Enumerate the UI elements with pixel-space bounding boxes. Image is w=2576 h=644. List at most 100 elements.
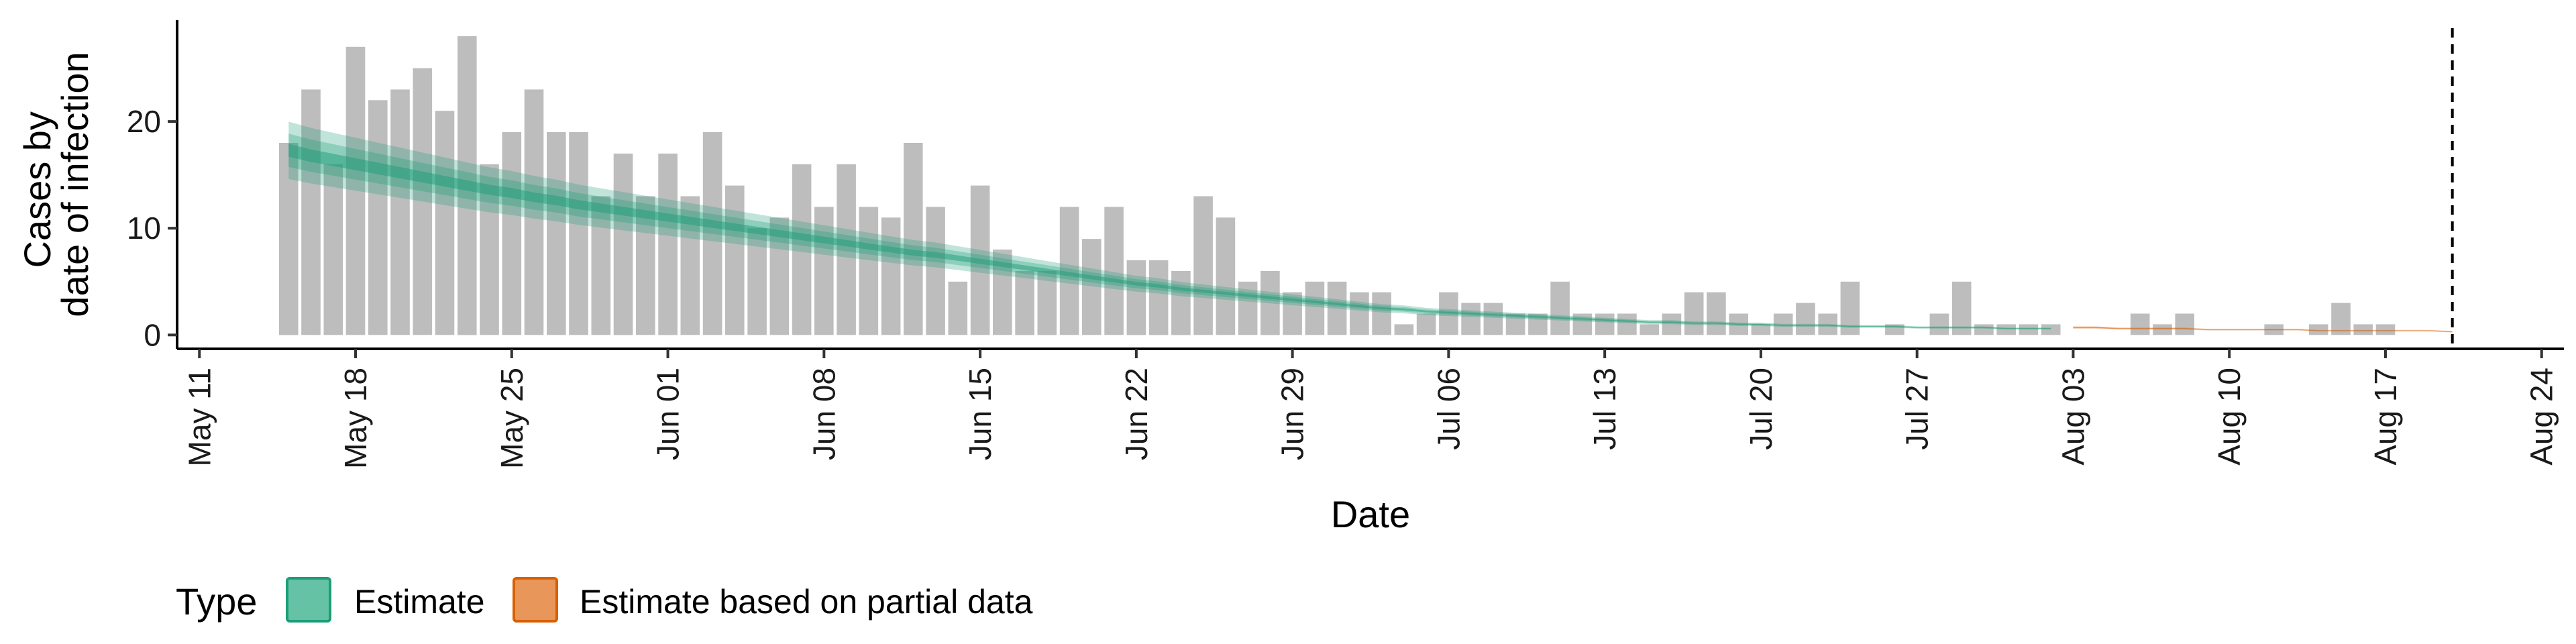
- y-tick-label: 10: [127, 211, 161, 246]
- bar: [413, 68, 433, 335]
- bar: [2353, 324, 2373, 335]
- bar: [1305, 281, 1325, 335]
- y-tick-label: 0: [144, 317, 161, 352]
- x-tick-label: Jun 29: [1275, 368, 1310, 460]
- legend-label-estimate: Estimate: [354, 583, 485, 621]
- bar: [1483, 303, 1503, 335]
- bar: [2308, 324, 2328, 335]
- bar: [2019, 324, 2039, 335]
- bar: [1216, 217, 1236, 335]
- y-ticks: 0 10 20: [127, 104, 177, 352]
- bar: [926, 207, 945, 335]
- y-axis-title: Cases by date of infection: [16, 52, 96, 317]
- partial-estimate-ribbon-20: [2073, 327, 2453, 332]
- bar: [904, 143, 923, 335]
- estimate-series: [288, 121, 2051, 330]
- bar: [569, 132, 588, 335]
- x-tick-label: May 25: [494, 368, 529, 469]
- bar: [1126, 260, 1146, 335]
- legend-swatch-estimate: [286, 577, 331, 623]
- partial-estimate-series: [2073, 326, 2453, 333]
- bar: [1193, 196, 1213, 335]
- bar: [725, 185, 745, 335]
- y-axis-title-line-2: date of infection: [54, 52, 96, 317]
- bar: [837, 164, 856, 335]
- x-tick-label: May 11: [182, 368, 217, 466]
- x-tick-label: Jul 13: [1587, 368, 1622, 450]
- bar: [1640, 324, 1659, 335]
- bar: [1505, 313, 1525, 335]
- bar: [368, 100, 388, 335]
- bar: [1550, 281, 1570, 335]
- bar-series: [279, 36, 2396, 335]
- bar: [435, 111, 455, 335]
- bar: [1885, 324, 1904, 335]
- bar: [948, 281, 968, 335]
- bar: [1996, 324, 2016, 335]
- bar: [301, 89, 321, 335]
- bar: [1372, 292, 1391, 335]
- bar: [1773, 313, 1793, 335]
- bar: [1818, 313, 1837, 335]
- legend-label-partial: Estimate based on partial data: [580, 583, 1033, 621]
- x-tick-label: Aug 03: [2055, 368, 2090, 466]
- bar: [1617, 313, 1637, 335]
- x-tick-label: May 18: [338, 368, 373, 469]
- x-ticks: May 11 May 18 May 25 Jun 01 Jun 08 Jun 15 Jun …: [182, 349, 2559, 469]
- x-tick-label: Jun 01: [651, 368, 686, 460]
- bar: [1684, 292, 1704, 335]
- bar: [1260, 270, 1280, 335]
- bar: [1015, 270, 1034, 335]
- bar: [1595, 313, 1615, 335]
- bar: [1350, 292, 1369, 335]
- bar: [2041, 324, 2061, 335]
- y-tick-label: 20: [127, 104, 161, 139]
- bar: [345, 46, 366, 335]
- bar: [1751, 324, 1771, 335]
- bar: [814, 207, 834, 335]
- axes: [176, 20, 2564, 350]
- bar: [1416, 313, 1436, 335]
- bar: [2130, 313, 2150, 335]
- bar: [502, 132, 522, 335]
- bar: [1662, 313, 1682, 335]
- bar: [323, 164, 343, 335]
- x-tick-label: Jul 20: [1743, 368, 1778, 450]
- bar: [591, 196, 611, 335]
- x-tick-label: Jun 08: [806, 368, 841, 460]
- x-tick-label: Jul 27: [1900, 368, 1935, 450]
- bar: [1059, 207, 1079, 335]
- bar: [1082, 239, 1102, 335]
- x-tick-label: Jun 22: [1119, 368, 1154, 460]
- x-tick-label: Aug 10: [2212, 368, 2247, 466]
- bar: [1037, 270, 1057, 335]
- bar: [1238, 281, 1258, 335]
- bar: [1951, 281, 1972, 335]
- legend: Type Estimate Estimate based on partial …: [176, 577, 1033, 623]
- bar: [1461, 303, 1481, 335]
- bar: [881, 217, 901, 335]
- bar: [1929, 313, 1949, 335]
- bar: [1707, 292, 1726, 335]
- bar: [2175, 313, 2194, 335]
- bar: [1104, 207, 1124, 335]
- bar: [1572, 313, 1593, 335]
- bar: [390, 89, 410, 335]
- legend-swatch-partial: [513, 577, 558, 623]
- bar: [747, 228, 767, 335]
- bar: [279, 143, 299, 335]
- bar: [2153, 324, 2172, 335]
- bar: [547, 132, 566, 335]
- x-tick-label: Aug 17: [2368, 368, 2403, 466]
- bar: [859, 207, 879, 335]
- x-tick-label: Jul 06: [1431, 368, 1466, 450]
- bar: [1796, 303, 1815, 335]
- bar: [2331, 303, 2351, 335]
- bar: [1148, 260, 1169, 335]
- x-tick-label: Jun 15: [963, 368, 998, 460]
- bar: [1394, 324, 1414, 335]
- bar: [792, 164, 812, 335]
- x-tick-label: Aug 24: [2524, 368, 2559, 466]
- y-axis-title-line-1: Cases by: [16, 111, 58, 268]
